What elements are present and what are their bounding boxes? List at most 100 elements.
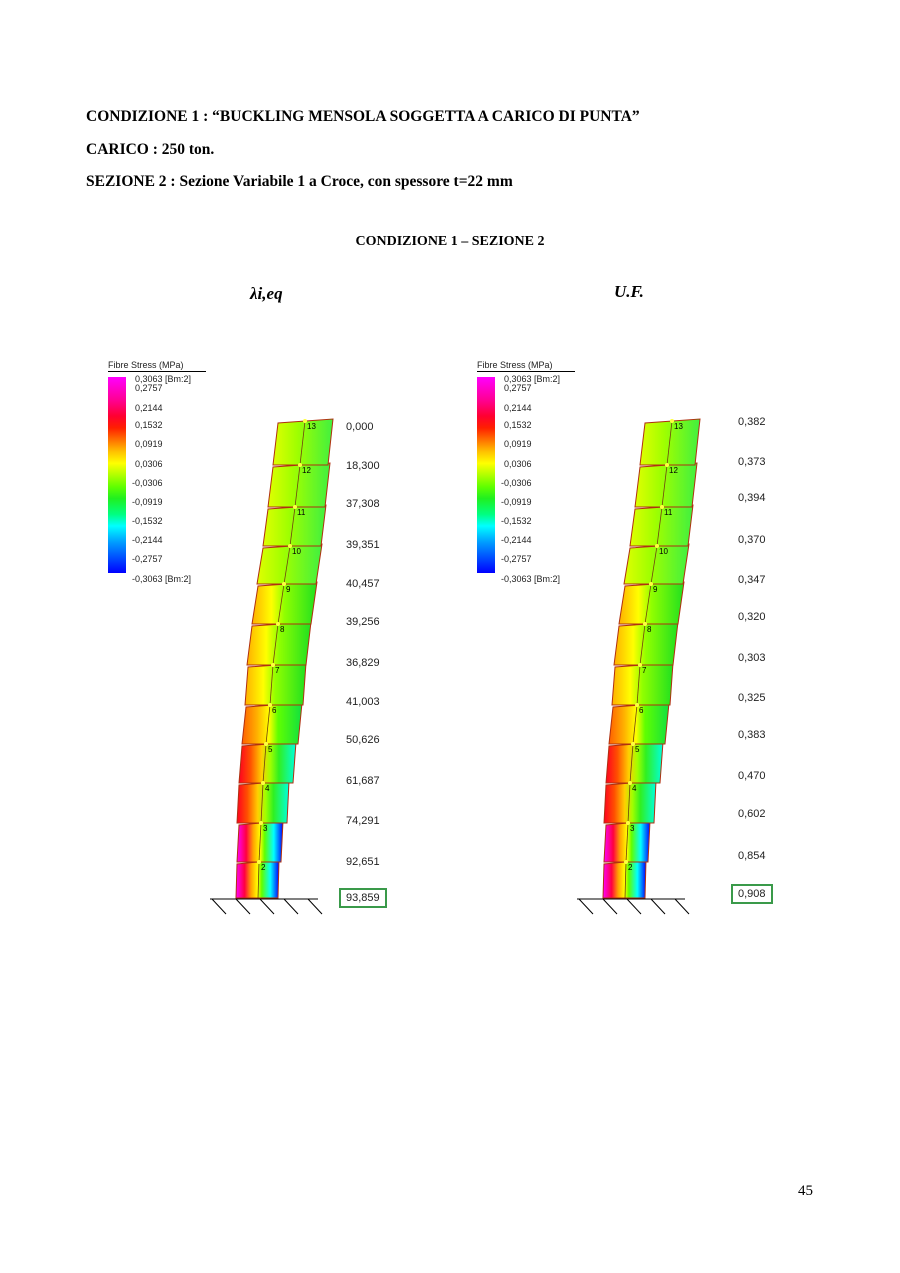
node-label: 2 [261, 863, 266, 872]
node-marker [655, 544, 659, 548]
element-axis [257, 861, 260, 899]
legend-value: -0,2757 [501, 554, 532, 564]
legend-value: -0,3063 [Bm:2] [132, 574, 192, 584]
ground-hatch [626, 898, 642, 915]
legend-value: -0,1532 [132, 516, 163, 526]
value-label: 37,308 [346, 498, 380, 510]
node-label: 10 [292, 547, 301, 556]
element-axis [656, 506, 663, 547]
legend-value: 0,0919 [135, 439, 163, 449]
node-marker [660, 505, 664, 509]
stress-legend-left: Fibre Stress (MPa) 0,3063 [Bm:2] 0,2757 0,2… [108, 360, 206, 584]
element-axis [269, 664, 274, 706]
load-heading: CARICO : 250 ton. [86, 141, 215, 158]
element-axis [289, 506, 296, 547]
value-label: 0,325 [738, 692, 766, 704]
value-label: 0,854 [738, 850, 766, 862]
column-element [246, 621, 312, 666]
legend-color-bar [108, 377, 126, 573]
node-marker [638, 663, 642, 667]
legend-value: -0,3063 [Bm:2] [501, 574, 561, 584]
node-marker [626, 821, 630, 825]
legend-value: 0,0919 [504, 439, 532, 449]
value-label: 74,291 [346, 815, 380, 827]
node-marker [282, 582, 286, 586]
legend-value: -0,0919 [132, 497, 163, 507]
element-axis [632, 704, 638, 745]
value-label: 0,470 [738, 770, 766, 782]
value-label: 36,829 [346, 657, 380, 669]
value-label: 0,394 [738, 492, 766, 504]
column-element [629, 504, 694, 547]
legend-value: 0,0306 [135, 459, 163, 469]
node-label: 13 [674, 422, 683, 431]
column-element [618, 581, 685, 625]
value-label: 39,351 [346, 539, 380, 551]
element-axis [661, 464, 668, 508]
node-marker [259, 821, 263, 825]
max-value-highlight: 93,859 [339, 888, 387, 908]
value-label: 0,347 [738, 574, 766, 586]
right-symbol: U.F. [614, 282, 644, 301]
max-value-highlight: 0,908 [731, 884, 773, 904]
ground-hatch [211, 898, 227, 915]
node-label: 11 [664, 508, 673, 517]
column-element [251, 581, 318, 625]
node-marker [628, 781, 632, 785]
legend-value: -0,2144 [501, 535, 532, 545]
legend-value: 0,3063 [Bm:2] [135, 374, 192, 384]
node-label: 8 [647, 625, 652, 634]
node-label: 5 [268, 745, 273, 754]
ground-hatch [674, 898, 690, 915]
node-label: 2 [628, 863, 633, 872]
column-element [602, 859, 647, 899]
element-axis [639, 623, 646, 666]
legend-value: 0,2757 [135, 383, 163, 393]
legend-value: -0,0306 [501, 478, 532, 488]
deformed-column-left: 2 3 4 5 6 7 8 9 10 11 12 13 [210, 418, 334, 915]
left-symbol: λi,eq [250, 284, 283, 303]
column-element [267, 462, 331, 508]
legend-value: -0,1532 [501, 516, 532, 526]
value-label: 18,300 [346, 460, 380, 472]
value-label: 50,626 [346, 734, 380, 746]
node-label: 7 [642, 666, 647, 675]
condition-heading: CONDIZIONE 1 : “BUCKLING MENSOLA SOGGETT… [86, 108, 640, 125]
column-element [613, 621, 679, 666]
element-axis [624, 861, 627, 899]
legend-value: -0,2757 [132, 554, 163, 564]
node-label: 9 [286, 585, 291, 594]
legend-value: 0,3063 [Bm:2] [504, 374, 561, 384]
stress-legend-right: Fibre Stress (MPa) 0,3063 [Bm:2] 0,2757 0,2… [477, 360, 575, 584]
value-label: 0,320 [738, 611, 766, 623]
element-axis [629, 743, 634, 784]
column-element [623, 543, 690, 585]
node-label: 8 [280, 625, 285, 634]
ground-hatch [283, 898, 299, 915]
column-element [262, 504, 327, 547]
element-axis [636, 664, 641, 706]
legend-value: 0,2757 [504, 383, 532, 393]
node-label: 12 [669, 466, 678, 475]
value-label: 0,383 [738, 729, 766, 741]
value-label: 0,382 [738, 416, 766, 428]
node-marker [264, 742, 268, 746]
value-label: 41,003 [346, 696, 380, 708]
legend-value: -0,2144 [132, 535, 163, 545]
legend-value: 0,1532 [504, 420, 532, 430]
column-element [235, 859, 280, 899]
element-axis [299, 420, 306, 466]
node-marker [631, 742, 635, 746]
node-marker [643, 622, 647, 626]
ground-hatch [307, 898, 323, 915]
node-label: 11 [297, 508, 306, 517]
element-axis [644, 583, 652, 625]
node-label: 10 [659, 547, 668, 556]
page-number: 45 [798, 1183, 813, 1199]
element-axis [283, 545, 291, 585]
node-marker [649, 582, 653, 586]
element-axis [272, 623, 279, 666]
element-axis [627, 782, 631, 824]
ground-hatch [235, 898, 251, 915]
